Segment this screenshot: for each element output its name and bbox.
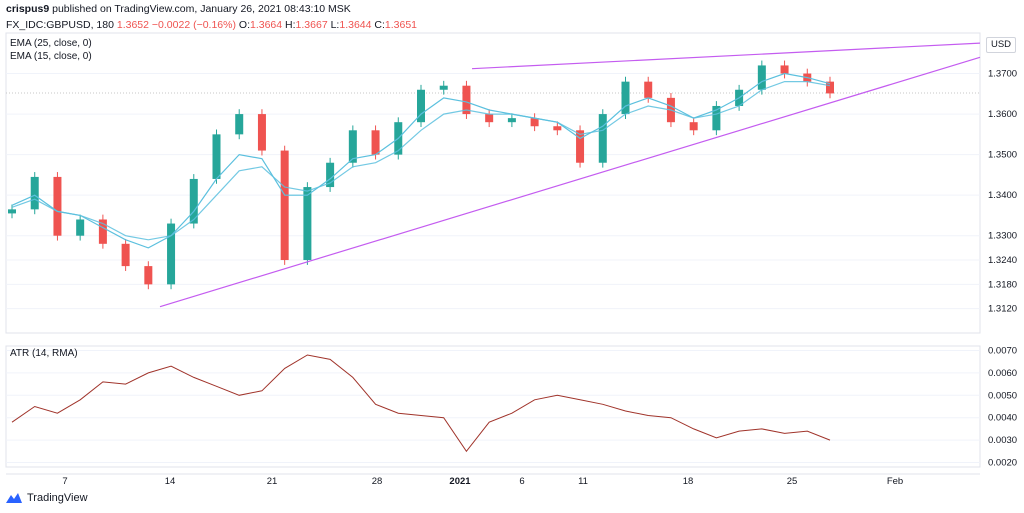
candle-body bbox=[826, 81, 834, 94]
candle-body bbox=[189, 178, 198, 224]
high-value: 1.3667 bbox=[295, 19, 328, 31]
time-tick-label: 28 bbox=[372, 476, 383, 487]
time-tick-label: Feb bbox=[887, 476, 903, 487]
price-tick-label: 1.3500 bbox=[988, 150, 1017, 161]
atr-tick-label: 0.0070 bbox=[988, 345, 1017, 356]
candle-body bbox=[644, 81, 653, 98]
open-label: O: bbox=[238, 19, 250, 31]
candle-body bbox=[712, 105, 721, 131]
price-tick-label: 1.3600 bbox=[988, 109, 1017, 120]
high-label: H: bbox=[285, 19, 296, 31]
tradingview-logo-icon bbox=[6, 493, 22, 503]
atr-tick-label: 0.0050 bbox=[988, 390, 1017, 401]
candle-body bbox=[76, 219, 85, 236]
price-tick-label: 1.3120 bbox=[988, 304, 1017, 315]
candle-body bbox=[257, 114, 266, 151]
time-tick-label: 6 bbox=[519, 476, 524, 487]
atr-pane-frame bbox=[5, 345, 981, 468]
price-tick-label: 1.3300 bbox=[988, 231, 1017, 242]
candle-body bbox=[576, 130, 585, 163]
open-value: 1.3664 bbox=[250, 19, 283, 31]
atr-tick-label: 0.0020 bbox=[988, 458, 1017, 469]
ohlc-row: FX_IDC:GBPUSD, 180 1.3652 −0.0022 (−0.16… bbox=[6, 19, 417, 31]
candle-body bbox=[98, 219, 107, 244]
low-label: L: bbox=[330, 19, 340, 31]
price-tick-label: 1.3180 bbox=[988, 279, 1017, 290]
candle-body bbox=[530, 118, 539, 127]
currency-button[interactable]: USD bbox=[986, 37, 1016, 53]
close-label: C: bbox=[374, 19, 385, 31]
candle-body bbox=[757, 65, 766, 90]
tradingview-brand[interactable]: TradingView bbox=[5, 492, 88, 504]
low-value: 1.3644 bbox=[339, 19, 372, 31]
candle-body bbox=[780, 65, 789, 74]
candle-body bbox=[53, 176, 62, 236]
close-value: 1.3651 bbox=[384, 19, 418, 31]
candle-body bbox=[598, 114, 607, 163]
candle-body bbox=[553, 126, 562, 131]
price-tick-label: 1.3700 bbox=[988, 69, 1017, 80]
candle-body bbox=[417, 89, 425, 123]
time-tick-label: 14 bbox=[165, 476, 176, 487]
candle-body bbox=[144, 266, 153, 285]
atr-legend[interactable]: ATR (14, RMA) bbox=[10, 348, 78, 359]
publish-header: crispus9 published on TradingView.com, J… bbox=[6, 3, 351, 15]
candle-body bbox=[689, 122, 698, 131]
ema15-line bbox=[11, 72, 831, 249]
ema25-legend[interactable]: EMA (25, close, 0) bbox=[10, 38, 92, 49]
candle-body bbox=[348, 130, 357, 163]
lower-trendline bbox=[159, 56, 981, 308]
upper-trendline bbox=[471, 42, 981, 70]
candle-body bbox=[280, 150, 289, 261]
candle-body bbox=[121, 243, 130, 267]
publish-info: published on TradingView.com, January 26… bbox=[52, 3, 351, 15]
atr-tick-label: 0.0060 bbox=[988, 368, 1017, 379]
candle-body bbox=[439, 85, 448, 90]
candle-body bbox=[212, 134, 221, 179]
price-pane-frame bbox=[5, 32, 981, 334]
symbol-label[interactable]: FX_IDC:GBPUSD, 180 bbox=[6, 19, 114, 31]
brand-label: TradingView bbox=[27, 492, 88, 504]
time-tick-label: 11 bbox=[578, 476, 588, 487]
candle-body bbox=[371, 130, 380, 155]
candle-body bbox=[8, 209, 16, 214]
author-name[interactable]: crispus9 bbox=[6, 3, 50, 15]
atr-line bbox=[11, 354, 831, 453]
candle-body bbox=[462, 85, 471, 115]
price-tick-label: 1.3240 bbox=[988, 255, 1017, 266]
time-tick-label: 18 bbox=[683, 476, 694, 487]
candle-body bbox=[326, 162, 335, 188]
candle-body bbox=[235, 114, 244, 135]
candle-body bbox=[303, 187, 312, 261]
candle-body bbox=[507, 118, 516, 123]
last-price: 1.3652 bbox=[116, 19, 149, 31]
price-change: −0.0022 (−0.16%) bbox=[151, 19, 236, 31]
time-tick-label: 21 bbox=[267, 476, 278, 487]
time-tick-label: 2021 bbox=[449, 476, 471, 487]
candle-body bbox=[621, 81, 630, 115]
time-tick-label: 7 bbox=[62, 476, 67, 487]
price-tick-label: 1.3400 bbox=[988, 190, 1017, 201]
time-tick-label: 25 bbox=[787, 476, 798, 487]
atr-tick-label: 0.0040 bbox=[988, 413, 1017, 424]
candle-body bbox=[485, 114, 494, 123]
candle-body bbox=[167, 223, 176, 285]
candle-body bbox=[30, 176, 39, 210]
ema15-legend[interactable]: EMA (15, close, 0) bbox=[10, 51, 92, 62]
atr-tick-label: 0.0030 bbox=[988, 435, 1017, 446]
